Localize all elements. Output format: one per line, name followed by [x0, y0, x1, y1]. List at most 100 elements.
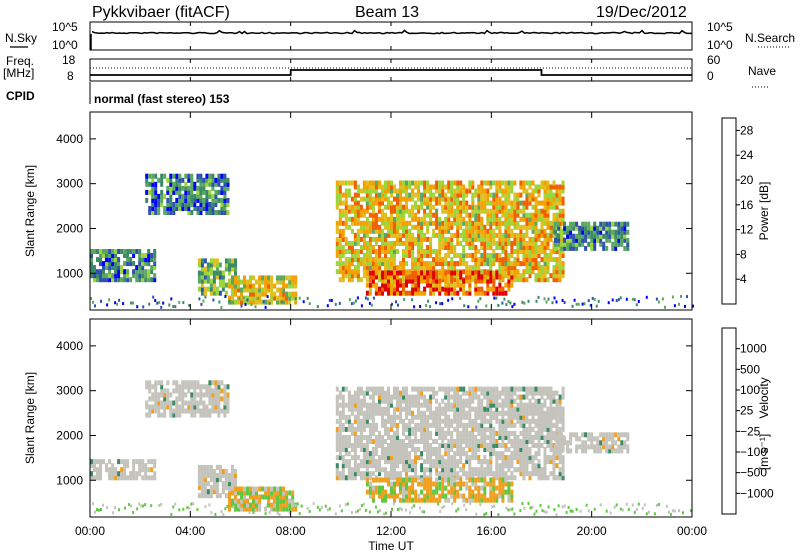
echo-cell [525, 390, 529, 396]
echo-cell [288, 295, 292, 301]
echo-cell [371, 212, 375, 218]
echo-cell [474, 386, 478, 392]
echo-cell [258, 299, 262, 305]
echo-cell [169, 185, 173, 191]
echo-cell [486, 402, 490, 408]
echo-cell [486, 497, 490, 503]
echo-cell [423, 274, 427, 280]
echo-cell [489, 481, 493, 487]
echo-cell [218, 477, 222, 483]
echo-cell [387, 282, 390, 288]
echo-cell [399, 240, 402, 246]
echo-cell [228, 490, 231, 496]
echo-cell [453, 265, 457, 271]
echo-cell [350, 443, 354, 448]
echo-cell [432, 493, 436, 499]
echo-cell [486, 290, 490, 296]
echo-cell [543, 253, 547, 258]
echo-cell [368, 301, 371, 305]
echo-cell [338, 455, 342, 461]
echo-cell [516, 455, 520, 461]
echo-cell [557, 237, 561, 243]
echo-cell [537, 430, 541, 436]
echo-cell [96, 467, 99, 473]
echo-cell [501, 270, 505, 276]
echo-cell [276, 275, 280, 281]
echo-cell [258, 283, 262, 289]
echo-cell [429, 443, 433, 448]
echo-cell [199, 189, 203, 195]
echo-cell [420, 430, 424, 436]
echo-cell [525, 459, 529, 465]
echo-cell [462, 410, 466, 416]
echo-cell [126, 475, 130, 481]
echo-cell [453, 471, 457, 477]
echo-cell [393, 489, 396, 495]
echo-cell [528, 257, 532, 263]
echo-cell [237, 299, 240, 305]
echo-cell [552, 184, 556, 190]
echo-cell [439, 302, 442, 306]
echo-cell [408, 439, 412, 444]
echo-cell [371, 426, 375, 432]
echo-cell [653, 512, 656, 516]
echo-cell [135, 265, 139, 271]
echo-cell [471, 208, 475, 214]
echo-cell [347, 475, 351, 481]
echo-cell [534, 224, 538, 230]
echo-cell [537, 459, 541, 465]
echo-cell [390, 493, 393, 499]
echo-cell [226, 197, 230, 203]
echo-cell [533, 512, 536, 516]
echo-cell [208, 400, 212, 406]
echo-cell [459, 439, 463, 444]
echo-cell [405, 278, 408, 284]
echo-cell [581, 225, 585, 231]
echo-cell [246, 498, 249, 504]
echo-cell [396, 459, 399, 465]
echo-cell [552, 180, 556, 186]
echo-cell [525, 386, 529, 392]
echo-cell [374, 240, 378, 246]
echo-cell [215, 258, 219, 264]
echo-cell [405, 196, 408, 202]
echo-cell [626, 241, 630, 247]
echo-cell [429, 410, 433, 416]
echo-cell [356, 269, 360, 275]
echo-cell [456, 463, 460, 469]
echo-cell [187, 193, 191, 199]
echo-cell [549, 471, 553, 477]
echo-cell [347, 245, 351, 250]
echo-cell [341, 475, 345, 481]
echo-cell [471, 489, 475, 495]
echo-cell [453, 192, 457, 198]
echo-cell [282, 502, 286, 508]
echo-cell [456, 418, 460, 424]
echo-cell [223, 197, 227, 203]
echo-cell [228, 262, 231, 268]
echo-cell [465, 508, 468, 512]
echo-cell [578, 229, 582, 235]
echo-cell [243, 287, 246, 293]
echo-cell [393, 245, 396, 250]
echo-cell [254, 508, 257, 512]
echo-cell [405, 493, 408, 499]
echo-cell [341, 455, 345, 461]
echo-cell [534, 212, 538, 218]
echo-cell [393, 261, 396, 267]
echo-cell [602, 225, 606, 231]
echo-cell [393, 290, 396, 296]
echo-cell [417, 282, 421, 288]
echo-cell [453, 220, 457, 226]
echo-cell [405, 261, 408, 267]
echo-cell [365, 418, 369, 424]
echo-cell [483, 232, 487, 238]
echo-cell [206, 270, 210, 276]
echo-cell [147, 475, 151, 481]
echo-cell [203, 477, 207, 483]
echo-cell [387, 418, 390, 424]
echo-cell [614, 440, 618, 446]
echo-cell [341, 228, 345, 234]
echo-cell [374, 265, 378, 271]
echo-cell [378, 410, 381, 416]
